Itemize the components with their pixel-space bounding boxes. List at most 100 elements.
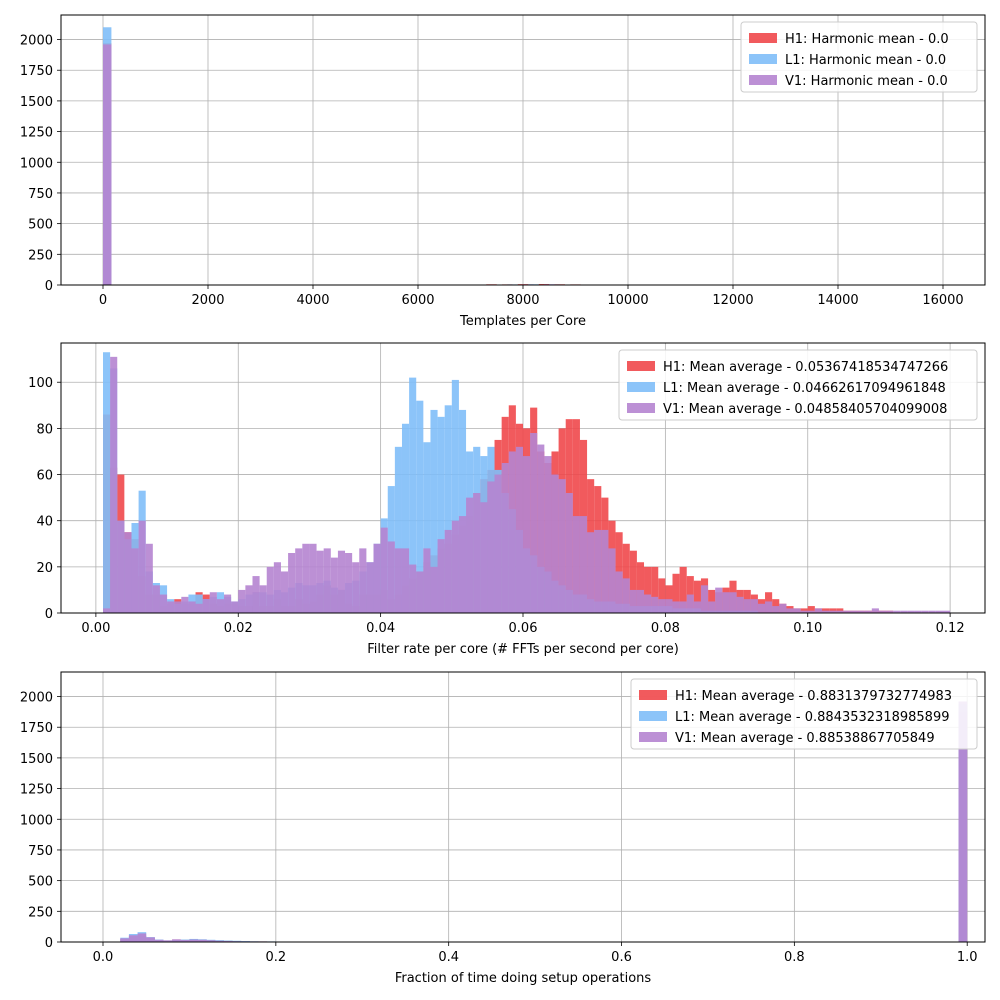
histogram-bar [209, 592, 217, 613]
x-tick-label: 16000 [922, 293, 963, 308]
histogram-bar [900, 610, 908, 613]
histogram-bar [686, 594, 694, 613]
legend: H1: Mean average - 0.8831379732774983 L1:… [630, 678, 978, 750]
histogram-bar [337, 550, 346, 613]
histogram-bar [843, 610, 851, 613]
histogram-bar [886, 610, 894, 613]
histogram-bar [943, 610, 951, 613]
y-tick-label: 1000 [20, 156, 53, 171]
x-tick-label: 0.06 [509, 621, 538, 636]
histogram-bar [224, 594, 232, 613]
histogram-bar [181, 596, 189, 613]
x-tick-label: 0 [99, 293, 107, 308]
histogram-bar [180, 940, 190, 942]
histogram-bar [216, 599, 225, 613]
y-tick-label: 40 [36, 515, 53, 530]
histogram-bar [679, 601, 687, 613]
histogram-bar [544, 456, 552, 613]
histogram-bar [152, 585, 160, 613]
histogram-bar [700, 585, 709, 613]
x-tick-label: 4000 [296, 293, 329, 308]
y-tick-label: 750 [28, 187, 53, 202]
histogram-bar [629, 589, 637, 613]
histogram-bar [772, 606, 780, 613]
histogram-bar [757, 603, 766, 613]
histogram-bar [252, 576, 260, 613]
histogram-bar [174, 601, 182, 613]
series-v1 [103, 44, 649, 285]
histogram-bar [451, 379, 459, 613]
x-tick-label: 1.0 [957, 950, 978, 965]
y-tick-label: 1500 [20, 752, 53, 767]
histogram-bar [394, 446, 402, 613]
histogram-bar [131, 548, 139, 613]
histogram-bar [401, 423, 410, 613]
histogram-bar [458, 516, 467, 613]
histogram-bar [672, 573, 680, 613]
histogram-bar [188, 601, 196, 613]
histogram-bar [366, 562, 374, 613]
x-tick-label: 0.08 [651, 621, 680, 636]
legend-entry: V1: Harmonic mean - 0.0 [785, 74, 948, 89]
histogram-bar [394, 548, 402, 613]
histogram-bar [736, 596, 744, 613]
histogram-bar [807, 606, 815, 613]
histogram-bar [878, 610, 887, 613]
histogram-bar [501, 463, 509, 613]
y-tick-label: 1500 [20, 95, 53, 110]
histogram-bar [857, 610, 865, 613]
histogram-bar [373, 543, 381, 613]
x-tick-label: 8000 [506, 293, 539, 308]
histogram-bar [871, 608, 879, 613]
histogram-bar [245, 585, 253, 613]
histogram-bar [594, 529, 602, 613]
histogram-bar [458, 409, 467, 613]
legend-swatch [627, 382, 655, 392]
histogram-bar [850, 610, 858, 613]
x-tick-label: 0.0 [93, 950, 114, 965]
legend-box [740, 21, 978, 93]
histogram-bar [103, 352, 111, 613]
grid [61, 15, 985, 286]
histogram-bar [128, 935, 138, 942]
legend-swatch [627, 403, 655, 413]
histogram-bar [444, 529, 452, 613]
legend-swatch [639, 711, 667, 721]
y-tick-label: 750 [28, 844, 53, 859]
legend-entry: H1: Mean average - 0.8831379732774983 [675, 689, 952, 704]
x-axis-label: Fraction of time doing setup operations [395, 971, 652, 986]
legend-entry: L1: Harmonic mean - 0.0 [785, 53, 946, 68]
histogram-bar [146, 937, 155, 942]
legend-box [630, 678, 978, 750]
histogram-bar [280, 571, 289, 613]
x-tick-label: 14000 [817, 293, 858, 308]
histogram-bar [409, 564, 417, 613]
histogram-bar [466, 497, 474, 613]
histogram-bar [206, 940, 216, 942]
histogram-bar [416, 400, 424, 613]
plot-frame [60, 671, 986, 943]
histogram-bar [323, 548, 331, 613]
legend-box [618, 349, 978, 421]
series-l1 [103, 27, 665, 285]
histogram-bar [110, 356, 118, 613]
setup-fraction-panel: 0.0 0.2 0.4 0.6 0.8 1.0 0 250 500 750 1000 1250 1500… [20, 671, 986, 986]
histogram-bar [437, 416, 445, 613]
histogram-bar [154, 939, 164, 942]
legend-swatch [749, 54, 777, 64]
histogram-bar [138, 520, 146, 613]
histogram-bar [958, 701, 968, 942]
histogram-bar [829, 610, 837, 613]
histogram-bar [273, 562, 281, 613]
histogram-bar [172, 939, 181, 942]
histogram-bar [722, 592, 730, 613]
histogram-bar [729, 592, 737, 613]
y-tick-label: 80 [36, 422, 53, 437]
y-tick-label: 250 [28, 248, 53, 263]
legend-swatch [627, 361, 655, 371]
histogram-bar [120, 938, 129, 942]
histogram-bar [665, 599, 673, 613]
y-tick-label: 500 [28, 218, 53, 233]
y-tick-label: 1750 [20, 64, 53, 79]
